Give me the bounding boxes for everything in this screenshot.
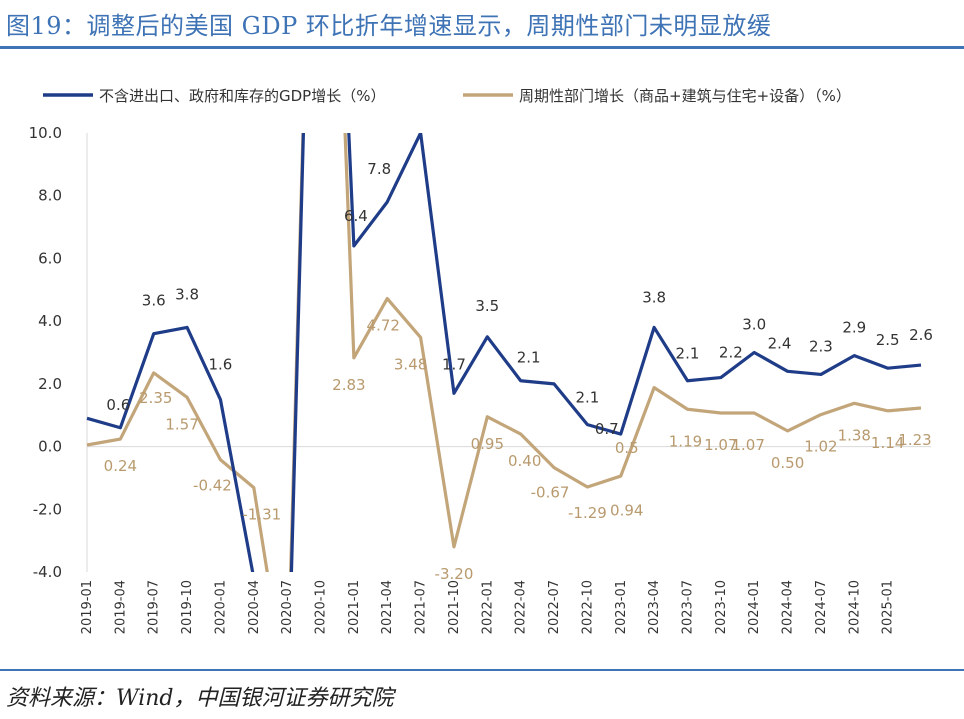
x-tick-label: 2020-01 [213,580,228,634]
x-tick-label: 2024-10 [847,580,862,634]
x-tick-label: 2021-10 [447,580,462,634]
data-label-gdp: 2.4 [768,334,792,352]
x-tick-label: 2022-10 [580,580,595,634]
data-label-gdp: 0.7 [595,420,619,438]
data-label-cyclical: 1.07 [731,436,764,454]
data-label-cyclical: 1.14 [871,434,904,452]
data-label-gdp: 3.8 [175,285,199,303]
data-label-gdp: 1.6 [209,356,233,374]
y-tick-label: 10.0 [29,124,62,142]
y-tick-label: 8.0 [38,187,62,205]
x-tick-label: 2023-04 [647,580,662,634]
data-label-gdp: 7.8 [367,160,391,178]
page-title: 图19：调整后的美国 GDP 环比折年增速显示，周期性部门未明显放缓 [6,12,772,40]
data-label-gdp: 2.6 [909,326,933,344]
x-tick-label: 2021-07 [414,580,429,634]
data-label-gdp: 3.6 [142,292,166,310]
data-label-cyclical: 2.83 [332,376,365,394]
y-tick-label: 6.0 [38,249,62,267]
x-tick-label: 2023-01 [614,580,629,634]
y-tick-label: 2.0 [38,375,62,393]
x-tick-label: 2021-01 [347,580,362,634]
data-label-cyclical: 1.23 [898,431,931,449]
data-label-gdp: 1.7 [442,355,466,373]
y-tick-label: -2.0 [33,500,62,518]
data-label-cyclical: 1.57 [165,415,198,433]
data-label-gdp: 2.2 [719,344,743,362]
data-label-gdp: 2.9 [842,319,866,337]
line-chart: 不含进出口、政府和库存的GDP增长（%） 周期性部门增长（商品+建筑与住宅+设备… [29,87,933,634]
x-tick-label: 2023-10 [714,580,729,634]
y-tick-label: -4.0 [33,563,62,581]
y-tick-label: 0.0 [38,438,62,456]
data-label-cyclical: 0.40 [508,452,541,470]
series-line-cyclical [86,133,922,572]
x-tick-label: 2024-07 [814,580,829,634]
data-label-cyclical: 0.94 [610,502,643,520]
x-tick-label: 2020-04 [247,580,262,634]
data-label-gdp: 3.5 [475,297,499,315]
legend-label-tan: 周期性部门增长（商品+建筑与住宅+设备）（%） [519,87,851,105]
title-divider [0,46,964,49]
data-label-gdp: 6.4 [344,207,368,225]
x-tick-label: 2025-01 [881,580,896,634]
data-label-cyclical: 1.07 [704,436,737,454]
x-tick-label: 2019-01 [80,580,95,634]
data-label-cyclical: -0.42 [193,477,232,495]
data-label-gdp: 0.6 [106,396,130,414]
data-label-gdp: 2.1 [575,389,599,407]
y-tick-label: 4.0 [38,312,62,330]
data-label-cyclical: 1.19 [669,432,702,450]
data-label-cyclical: -0.67 [531,484,570,502]
data-label-cyclical: 0.5 [615,439,639,457]
data-label-cyclical: -3.20 [435,565,474,583]
x-tick-label: 2020-10 [314,580,329,634]
source-note: 资料来源：Wind，中国银河证券研究院 [6,686,394,711]
x-tick-label: 2019-10 [180,580,195,634]
data-label-gdp: 2.3 [809,337,833,355]
data-label-cyclical: 3.48 [394,355,427,373]
x-tick-label: 2024-04 [781,580,796,634]
data-label-cyclical: 0.24 [104,457,137,475]
data-label-gdp: 3.8 [642,288,666,306]
data-label-cyclical: 4.72 [367,317,400,335]
x-tick-label: 2022-01 [480,580,495,634]
x-tick-label: 2022-04 [514,580,529,634]
legend-label-blue: 不含进出口、政府和库存的GDP增长（%） [99,87,385,105]
x-tick-label: 2019-07 [147,580,162,634]
x-tick-label: 2021-04 [380,580,395,634]
legend: 不含进出口、政府和库存的GDP增长（%） 周期性部门增长（商品+建筑与住宅+设备… [43,87,851,105]
data-label-cyclical: -1.29 [568,504,607,522]
data-label-gdp: 2.1 [676,345,700,363]
data-label-cyclical: 1.38 [838,426,871,444]
x-tick-label: 2020-07 [280,580,295,634]
data-label-gdp: 2.1 [517,349,541,367]
x-tick-label: 2023-07 [680,580,695,634]
data-label-cyclical: 2.35 [139,389,172,407]
data-label-gdp: 2.5 [876,331,900,349]
x-tick-label: 2024-01 [747,580,762,634]
data-label-cyclical: 1.02 [804,438,837,456]
data-label-gdp: 3.0 [742,316,766,334]
x-tick-label: 2019-04 [113,580,128,634]
data-label-cyclical: 0.95 [471,435,504,453]
data-label-cyclical: 0.50 [771,454,804,472]
footer-divider [0,669,964,671]
x-tick-label: 2022-07 [547,580,562,634]
series-line-gdp [86,133,922,572]
data-label-cyclical: -1.31 [242,506,281,524]
